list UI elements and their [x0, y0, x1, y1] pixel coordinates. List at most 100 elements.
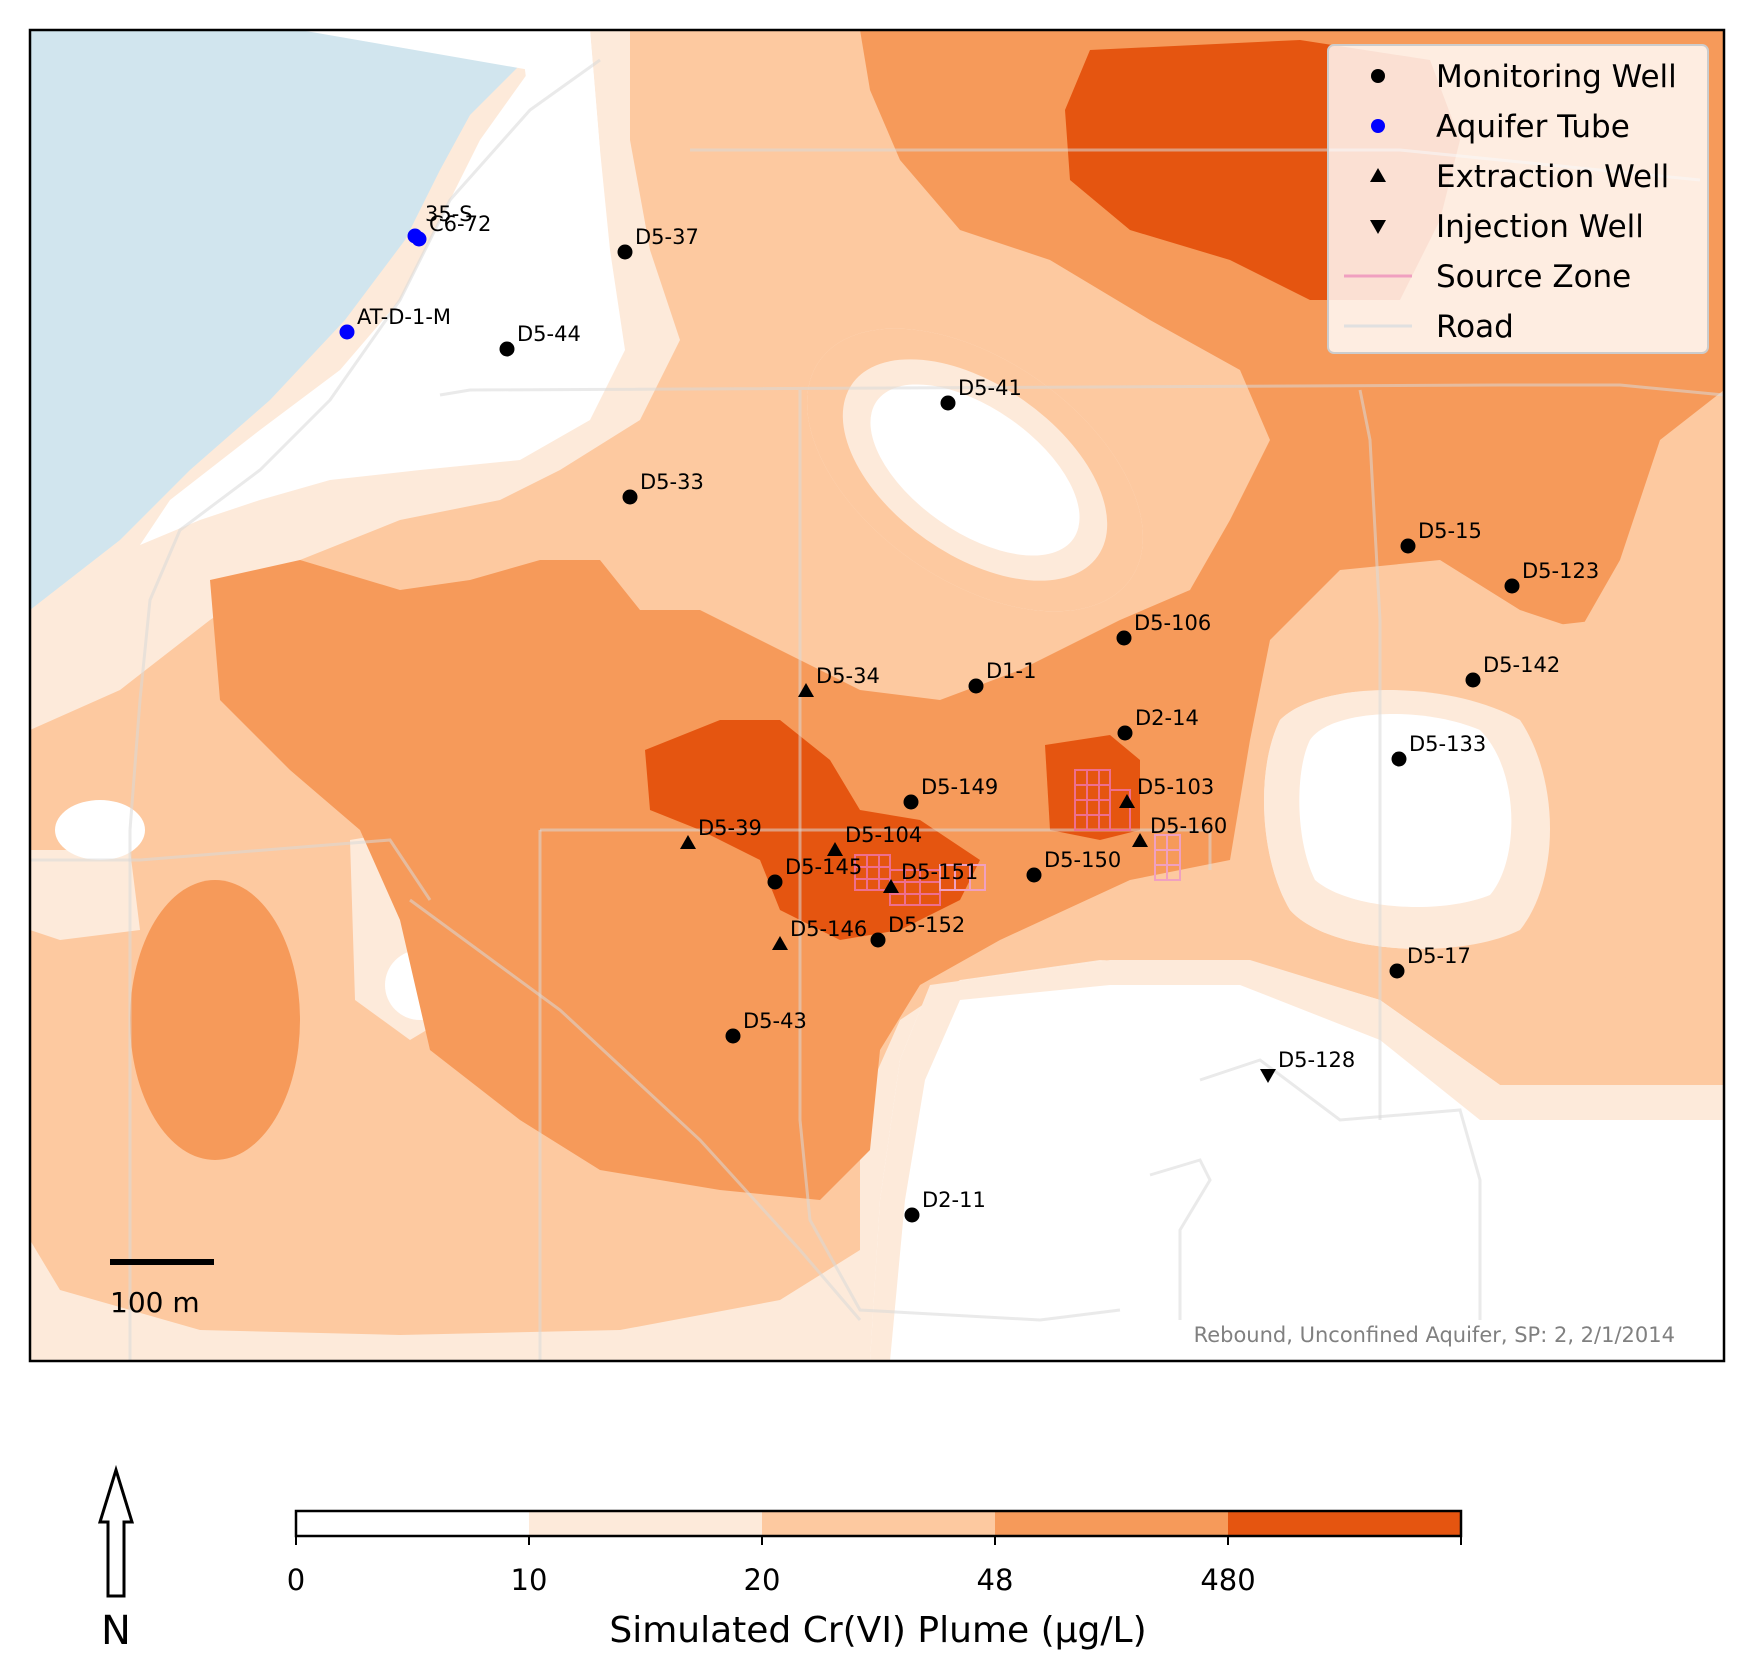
monitoring-well-marker: [767, 874, 783, 890]
extraction-well-marker: [1132, 833, 1148, 847]
legend-marker: [1371, 69, 1385, 83]
well-d5-44: D5-44: [499, 322, 581, 357]
well-d5-160: D5-160: [1132, 814, 1227, 847]
well-label: D5-145: [785, 855, 862, 879]
injection-well-marker: [1260, 1069, 1276, 1083]
wells-layer: D5-37 D5-44 D5-41 D5-33 D5-15 D5-123 D5-106 D1-…: [339, 202, 1599, 1223]
source-zone-a: [1074, 769, 1131, 831]
legend-item-monitoring-well: Monitoring Well: [1371, 59, 1677, 95]
extraction-well-marker: [827, 842, 843, 856]
monitoring-well-marker: [903, 794, 919, 810]
monitoring-well-marker: [1400, 538, 1416, 554]
well-at-d-1-m: AT-D-1-M: [339, 305, 451, 340]
plume-zone-0-10: [520, 30, 600, 160]
well-label: C6-72: [429, 212, 491, 236]
well-label: D5-150: [1044, 848, 1121, 872]
well-35-s: 35-S: [407, 202, 473, 244]
river: [30, 30, 585, 610]
monitoring-well-marker: [870, 932, 886, 948]
well-label: D2-14: [1135, 706, 1199, 730]
plume-zone-0-10: [890, 985, 1724, 1361]
extraction-well-marker: [798, 683, 814, 697]
well-d5-128: D5-128: [1260, 1048, 1355, 1083]
colorbar-tick-label: 10: [511, 1563, 548, 1597]
well-label: D5-142: [1483, 653, 1560, 677]
legend-label: Road: [1436, 309, 1514, 345]
monitoring-well-marker: [1117, 725, 1133, 741]
well-label: D5-103: [1137, 775, 1214, 799]
plume-zone-480-plus: [1045, 735, 1140, 840]
well-d5-123: D5-123: [1504, 559, 1599, 594]
legend-item-injection-well: Injection Well: [1370, 209, 1644, 245]
well-d5-43: D5-43: [725, 1009, 807, 1044]
colorbar-swatch: [529, 1511, 762, 1536]
well-label: D5-15: [1418, 519, 1482, 543]
well-label: D5-123: [1522, 559, 1599, 583]
legend-marker: [1371, 119, 1385, 133]
legend: Monitoring Well Aquifer Tube Extraction We…: [1327, 44, 1709, 354]
well-label: D2-11: [922, 1188, 986, 1212]
legend-item-road: Road: [1344, 309, 1514, 345]
colorbar-tick-label: 48: [977, 1563, 1014, 1597]
well-d5-149: D5-149: [903, 775, 998, 810]
north-arrow-icon: [97, 1464, 135, 1598]
source-zone-d: [939, 864, 986, 891]
well-d5-41: D5-41: [940, 376, 1022, 411]
well-d5-15: D5-15: [1400, 519, 1482, 554]
well-d5-39: D5-39: [680, 816, 762, 849]
map-caption: Rebound, Unconfined Aquifer, SP: 2, 2/1/…: [1194, 1323, 1675, 1347]
plume-zone-0-10: [1299, 713, 1512, 907]
well-d2-14: D2-14: [1117, 706, 1199, 741]
well-d5-104: D5-104: [827, 823, 922, 856]
well-d2-11: D2-11: [904, 1188, 986, 1223]
well-label: D5-34: [816, 664, 880, 688]
legend-item-extraction-well: Extraction Well: [1370, 159, 1669, 195]
monitoring-well-marker: [499, 341, 515, 357]
well-label: D5-39: [698, 816, 762, 840]
well-label: D5-104: [845, 823, 922, 847]
well-d5-17: D5-17: [1389, 944, 1471, 979]
well-d5-152: D5-152: [870, 913, 965, 948]
monitoring-well-marker: [968, 678, 984, 694]
well-label: D5-44: [517, 322, 581, 346]
plume-zone-0-10: [870, 384, 1080, 556]
legend-marker: [1370, 220, 1386, 234]
well-d5-33: D5-33: [622, 470, 704, 505]
monitoring-well-marker: [904, 1207, 920, 1223]
scale-bar-label: 100 m: [110, 1286, 200, 1319]
legend-label: Aquifer Tube: [1436, 109, 1630, 145]
monitoring-well-marker: [622, 489, 638, 505]
north-label: N: [101, 1608, 131, 1654]
well-d5-145: D5-145: [767, 855, 862, 890]
colorbar-tick-label: 480: [1200, 1563, 1255, 1597]
well-d5-37: D5-37: [617, 225, 699, 260]
well-d5-103: D5-103: [1119, 775, 1214, 808]
well-label: D1-1: [986, 659, 1036, 683]
monitoring-well-marker: [1504, 578, 1520, 594]
monitoring-well-marker: [1391, 751, 1407, 767]
colorbar-title: Simulated Cr(VI) Plume (µg/L): [609, 1610, 1146, 1651]
monitoring-well-marker: [940, 395, 956, 411]
well-label: AT-D-1-M: [357, 305, 451, 329]
well-label: D5-152: [888, 913, 965, 937]
well-label: D5-151: [901, 860, 978, 884]
plume-zone-0-10: [55, 800, 145, 860]
colorbar-tick-label: 20: [744, 1563, 781, 1597]
legend-item-source-zone: Source Zone: [1344, 259, 1631, 295]
monitoring-well-marker: [725, 1028, 741, 1044]
well-d5-146: D5-146: [772, 917, 867, 950]
well-label: D5-43: [743, 1009, 807, 1033]
colorbar-swatch: [995, 1511, 1228, 1536]
colorbar-swatch: [296, 1511, 529, 1536]
well-d5-142: D5-142: [1465, 653, 1560, 688]
well-label: D5-128: [1278, 1048, 1355, 1072]
well-label: D5-160: [1150, 814, 1227, 838]
legend-marker: [1370, 168, 1386, 182]
monitoring-well-marker: [1465, 672, 1481, 688]
colorbar-border: [294, 1509, 1463, 1538]
aquifer-tube-marker: [407, 228, 423, 244]
well-d5-106: D5-106: [1116, 611, 1211, 646]
plume-zone-10-20: [30, 850, 140, 940]
source-zone-c: [854, 854, 941, 906]
